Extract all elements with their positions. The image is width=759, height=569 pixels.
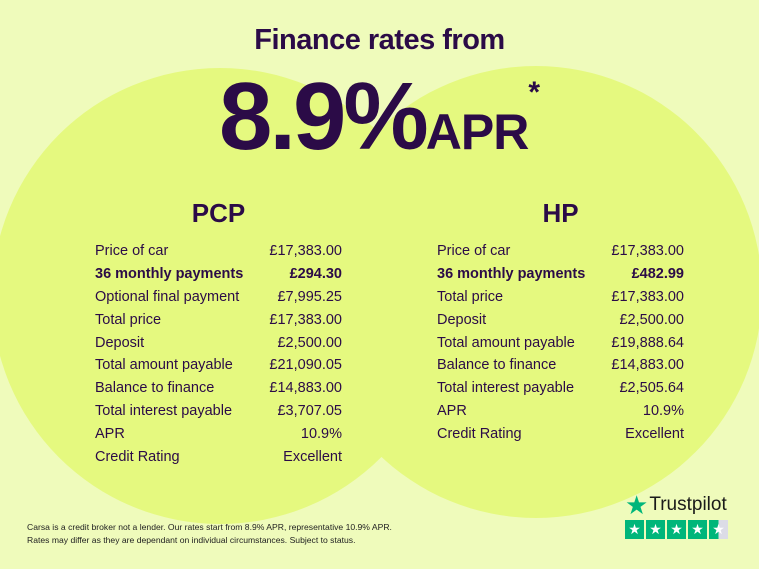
row-value: £14,883.00 <box>269 380 342 397</box>
hero-rate: 8.9%APR* <box>0 62 759 172</box>
row-value: £7,995.25 <box>277 288 342 305</box>
table-row: Total interest payable £2,505.64 <box>437 377 684 400</box>
row-value: 10.9% <box>300 425 342 442</box>
table-row: Credit Rating Excellent <box>437 422 684 445</box>
star-icon: ★ <box>667 520 686 539</box>
table-row: APR 10.9% <box>95 422 342 445</box>
table-row: Optional final payment £7,995.25 <box>95 286 342 309</box>
table-row: APR 10.9% <box>437 400 684 423</box>
row-label: Balance to finance <box>95 380 215 397</box>
hp-title: HP <box>542 198 579 228</box>
pcp-table: PCP Price of car £17,383.00 36 monthly pay… <box>95 198 342 468</box>
star-icon: ★ <box>688 520 707 539</box>
pcp-title: PCP <box>191 198 246 228</box>
table-row: Balance to finance £14,883.00 <box>95 377 342 400</box>
row-value: £17,383.00 <box>269 243 342 260</box>
row-label: 36 monthly payments <box>95 266 244 283</box>
row-label: Total interest payable <box>437 380 575 397</box>
row-value: £2,500.00 <box>619 311 684 328</box>
table-row: Deposit £2,500.00 <box>437 308 684 331</box>
table-row: Total interest payable £3,707.05 <box>95 400 342 423</box>
table-row: Price of car £17,383.00 <box>437 240 684 263</box>
trustpilot-name: Trustpilot <box>649 494 727 515</box>
row-label: APR <box>437 402 467 419</box>
star-icon: ★ <box>709 520 728 539</box>
row-label: 36 monthly payments <box>437 266 586 283</box>
star-icon: ★ <box>625 520 644 539</box>
row-value: £17,383.00 <box>611 288 684 305</box>
trustpilot-rating: ★ ★ ★ ★ ★ <box>625 520 728 539</box>
row-value: £21,090.05 <box>269 357 342 374</box>
row-value: Excellent <box>625 425 684 442</box>
headline: Finance rates from <box>254 24 505 56</box>
row-value: £482.99 <box>631 266 684 283</box>
row-value: £3,707.05 <box>277 402 342 419</box>
table-row: 36 monthly payments £294.30 <box>95 263 342 286</box>
star-icon: ★ <box>646 520 665 539</box>
row-value: £14,883.00 <box>611 357 684 374</box>
row-label: Deposit <box>95 334 145 351</box>
table-row: Deposit £2,500.00 <box>95 331 342 354</box>
row-label: Price of car <box>95 243 169 260</box>
row-value: Excellent <box>283 448 342 465</box>
trustpilot-badge[interactable]: ★ Trustpilot ★ ★ ★ ★ ★ <box>625 490 728 539</box>
table-row: Balance to finance £14,883.00 <box>437 354 684 377</box>
background-circle-right <box>310 66 759 518</box>
row-label: Total price <box>95 311 162 328</box>
row-value: 10.9% <box>642 402 684 419</box>
table-row: Total amount payable £21,090.05 <box>95 354 342 377</box>
disclaimer-line: Carsa is a credit broker not a lender. O… <box>27 522 392 532</box>
row-label: Credit Rating <box>437 425 522 442</box>
row-label: Total amount payable <box>95 357 233 374</box>
table-row: Credit Rating Excellent <box>95 445 342 468</box>
table-row: Price of car £17,383.00 <box>95 240 342 263</box>
table-row: Total price £17,383.00 <box>95 308 342 331</box>
row-value: £2,500.00 <box>277 334 342 351</box>
row-label: APR <box>95 425 125 442</box>
row-value: £17,383.00 <box>269 311 342 328</box>
row-value: £17,383.00 <box>611 243 684 260</box>
table-row: Total amount payable £19,888.64 <box>437 331 684 354</box>
disclaimer: Carsa is a credit broker not a lender. O… <box>27 521 392 547</box>
row-label: Deposit <box>437 311 487 328</box>
row-label: Total interest payable <box>95 402 233 419</box>
hp-table: HP Price of car £17,383.00 36 monthly paym… <box>437 198 684 445</box>
disclaimer-line: Rates may differ as they are dependant o… <box>27 535 356 545</box>
row-label: Credit Rating <box>95 448 180 465</box>
table-row: 36 monthly payments £482.99 <box>437 263 684 286</box>
row-label: Price of car <box>437 243 511 260</box>
row-label: Balance to finance <box>437 357 557 374</box>
row-label: Optional final payment <box>95 288 240 305</box>
row-value: £294.30 <box>289 266 342 283</box>
apr-label: APR <box>425 104 530 160</box>
asterisk: * <box>528 76 541 109</box>
row-label: Total price <box>437 288 504 305</box>
row-value: £2,505.64 <box>619 380 684 397</box>
row-value: £19,888.64 <box>611 334 684 351</box>
star-icon: ★ <box>625 490 649 520</box>
table-row: Total price £17,383.00 <box>437 286 684 309</box>
row-label: Total amount payable <box>437 334 575 351</box>
rate-value: 8.9% <box>218 63 429 170</box>
